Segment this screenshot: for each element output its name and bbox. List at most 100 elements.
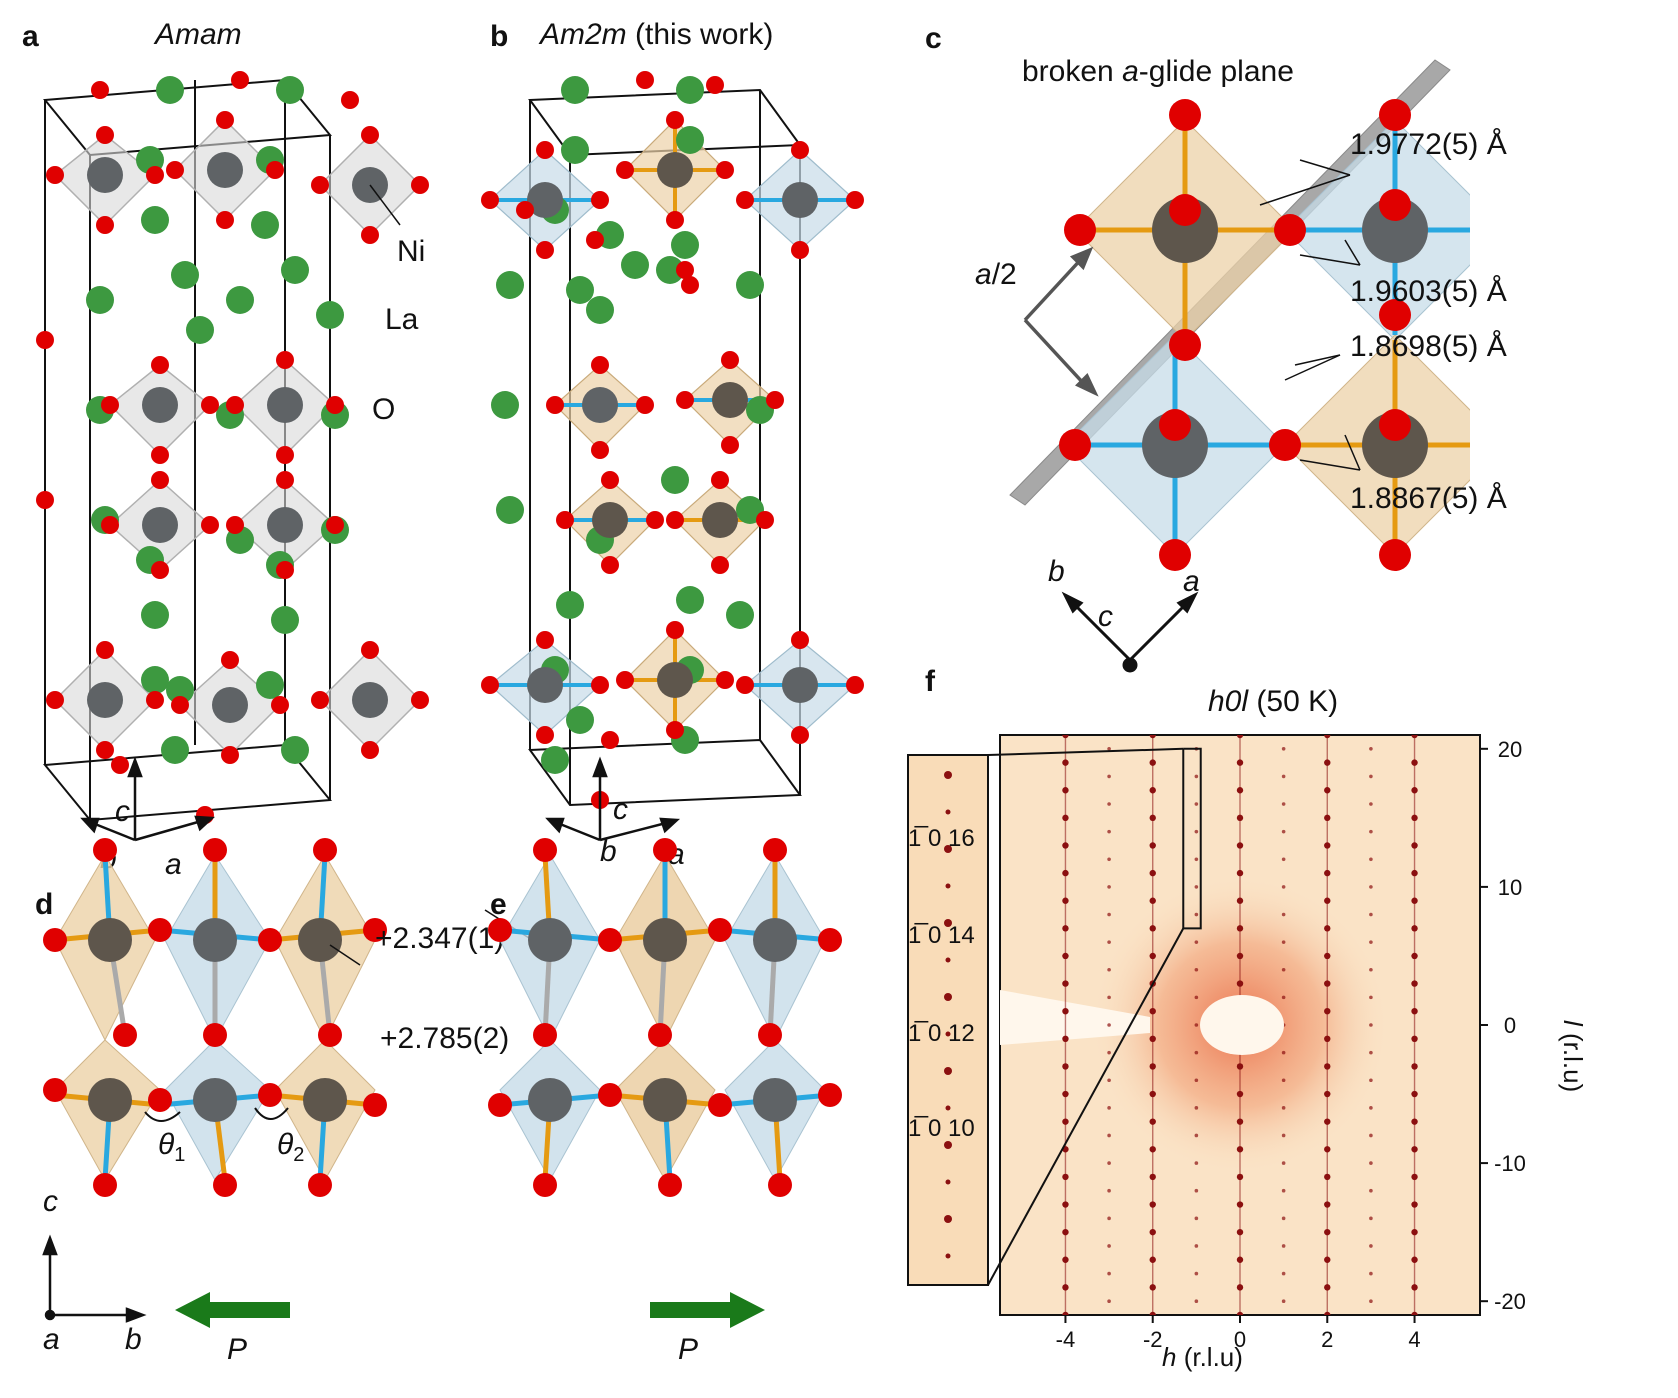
bragg-spot xyxy=(1411,1256,1418,1263)
axis-c-a-label: a xyxy=(1183,565,1200,598)
weak-spot xyxy=(1281,774,1286,779)
valence-label-2: +2.785(2) xyxy=(380,1022,510,1055)
weak-spot xyxy=(1281,747,1286,751)
bragg-spot xyxy=(1149,1256,1156,1263)
bragg-rods xyxy=(1062,735,1418,1315)
weak-spot xyxy=(1194,885,1199,889)
polarization-label-e: P xyxy=(678,1333,699,1366)
weak-spot xyxy=(1281,1078,1286,1083)
weak-spot xyxy=(1194,802,1199,806)
weak-spot xyxy=(1281,1106,1286,1110)
bragg-spot xyxy=(1149,1146,1156,1153)
panel-label-b: b xyxy=(490,20,509,53)
weak-spot xyxy=(1107,1078,1111,1083)
la-atoms-b xyxy=(491,76,774,774)
bragg-spot xyxy=(1149,735,1156,739)
inset-spots xyxy=(944,771,952,1259)
weak-spot xyxy=(1369,857,1373,862)
angle-theta1-sub: 1 xyxy=(174,1144,186,1166)
bragg-spot xyxy=(1411,897,1418,904)
weak-spot xyxy=(1194,1023,1199,1027)
bragg-spot xyxy=(1411,980,1418,987)
weak-spot xyxy=(1281,1271,1286,1276)
bragg-spot xyxy=(1062,1201,1069,1208)
bragg-spot xyxy=(1324,1311,1331,1315)
bragg-spot xyxy=(1411,1201,1418,1208)
weak-spot xyxy=(1369,1078,1373,1083)
inset-label-10: 1̅ 0 10 xyxy=(908,1115,975,1142)
inset-spot xyxy=(944,1215,952,1223)
bragg-spot xyxy=(1324,1284,1331,1291)
weak-spot xyxy=(1107,1188,1111,1193)
weak-spot xyxy=(1107,1299,1111,1303)
angle-theta1: θ1 xyxy=(158,1128,185,1167)
weak-spot xyxy=(1369,1216,1373,1221)
bragg-spot xyxy=(1411,1118,1418,1125)
weak-spot xyxy=(1369,1244,1373,1248)
bragg-spot xyxy=(1062,952,1069,960)
panel-label-c: c xyxy=(925,22,942,55)
bragg-spot xyxy=(1411,1311,1418,1315)
bragg-spot xyxy=(1236,759,1244,766)
weak-spot xyxy=(1107,1050,1111,1055)
bragg-spot xyxy=(1062,925,1069,932)
bragg-spot xyxy=(1149,1228,1156,1236)
bragg-spot xyxy=(1324,842,1331,849)
bragg-spot xyxy=(1324,814,1331,822)
bragg-spot xyxy=(1062,842,1069,849)
weak-spot xyxy=(1194,912,1199,917)
bragg-spot xyxy=(1324,952,1331,960)
inset-spot xyxy=(944,919,952,927)
weak-spot xyxy=(1369,774,1373,779)
bragg-spot xyxy=(1062,869,1069,877)
weak-spot xyxy=(1281,857,1286,862)
weak-spot xyxy=(1194,1216,1199,1221)
bragg-spot xyxy=(1149,1311,1156,1315)
bragg-spot xyxy=(1062,787,1069,794)
polarization-arrow-e xyxy=(650,1292,765,1328)
o-atoms-c xyxy=(1059,99,1411,571)
bond-length-1: 1.9772(5) Å xyxy=(1350,128,1507,161)
bragg-spot xyxy=(1062,1284,1069,1291)
axes-a xyxy=(80,756,216,842)
bragg-spot xyxy=(1149,1118,1156,1125)
weak-spot xyxy=(1194,1161,1199,1165)
weak-spot xyxy=(1194,995,1199,1000)
weak-spot xyxy=(1369,1023,1373,1027)
bragg-spot xyxy=(1062,1007,1069,1015)
weak-spot xyxy=(1107,1244,1111,1248)
bragg-spot xyxy=(1149,1035,1156,1043)
bragg-spot xyxy=(1236,1146,1244,1153)
weak-spot xyxy=(1107,885,1111,889)
bragg-spot xyxy=(1411,1035,1418,1043)
weak-spot xyxy=(1107,1216,1111,1221)
weak-spot xyxy=(1369,885,1373,889)
panel-a-title: Amam xyxy=(155,18,242,51)
inset-spot xyxy=(945,1105,951,1111)
bragg-spot xyxy=(1236,842,1244,849)
inset-spot xyxy=(944,993,952,1001)
weak-spot xyxy=(1369,747,1373,751)
bragg-spot xyxy=(1411,1146,1418,1153)
bragg-spot xyxy=(1324,980,1331,987)
weak-spot xyxy=(1194,940,1199,944)
bragg-spot xyxy=(1149,787,1156,794)
angle-theta2-sub: 2 xyxy=(293,1144,305,1166)
weak-spot xyxy=(1194,1050,1199,1055)
bragg-spot xyxy=(1149,1201,1156,1208)
translation-label-rest: /2 xyxy=(991,258,1017,291)
y-axis-label: l (r.l.u) xyxy=(1557,1020,1588,1092)
atom-label-ni: Ni xyxy=(397,235,426,268)
weak-spot xyxy=(1281,1299,1286,1303)
y-axis-label-rest: (r.l.u) xyxy=(1558,1033,1588,1093)
inset-spot xyxy=(944,1067,952,1075)
bragg-spot xyxy=(1062,1035,1069,1043)
ni-atoms-c xyxy=(1142,197,1428,478)
weak-spot xyxy=(1194,829,1199,834)
weak-spot xyxy=(1281,1161,1286,1165)
bragg-spot xyxy=(1411,1284,1418,1291)
bond-leaders xyxy=(1259,159,1361,471)
bragg-spot xyxy=(1149,1284,1156,1291)
bragg-spot xyxy=(1062,1311,1069,1315)
weak-spot xyxy=(1107,1271,1111,1276)
